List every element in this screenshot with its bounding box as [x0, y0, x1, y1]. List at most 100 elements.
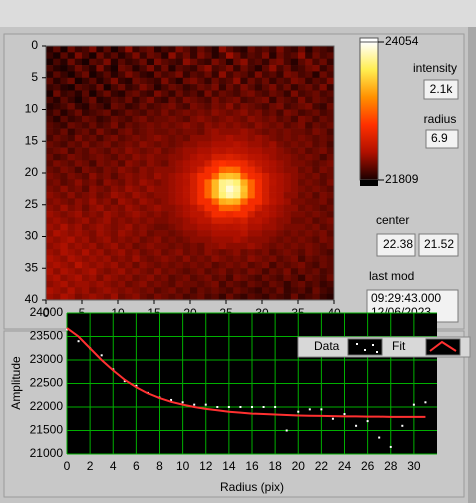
heatmap-cell [290, 192, 299, 199]
heatmap-cell [118, 52, 126, 59]
heatmap-cell [319, 173, 328, 180]
heatmap-cell [319, 268, 328, 275]
heatmap-cell [82, 230, 90, 237]
heatmap-cell [132, 115, 140, 123]
heatmap-cell [305, 115, 313, 123]
heatmap-cell [211, 46, 220, 53]
heatmap-cell [67, 90, 76, 98]
heatmap-cell [139, 255, 148, 263]
legend-dot [376, 351, 378, 353]
heatmap-cell [290, 223, 299, 231]
heatmap-cell [132, 280, 140, 288]
heatmap-cell [319, 255, 328, 263]
heatmap-cell [247, 230, 256, 237]
heatmap-cell [197, 71, 205, 79]
heatmap-cell [305, 71, 313, 79]
heatmap-cell [197, 223, 205, 231]
heatmap-cell [132, 77, 140, 85]
heatmap-cell [218, 192, 227, 199]
heatmap-cell [233, 71, 241, 79]
heatmap-cell [262, 173, 270, 180]
heatmap-cell [269, 115, 277, 123]
heatmap-cell [168, 84, 176, 91]
heatmap-cell [240, 65, 248, 72]
heatmap-cell [197, 134, 205, 142]
indicator-box [418, 233, 459, 257]
heatmap-cell [290, 211, 299, 218]
heatmap-cell [74, 274, 83, 282]
heatmap-cell [283, 198, 292, 206]
heatmap-cell [204, 211, 212, 218]
data-point [216, 406, 219, 408]
heatmap-cell [154, 287, 162, 294]
heatmap-cell [125, 173, 133, 180]
heatmap-cell [204, 58, 212, 66]
heatmap-cell [204, 160, 212, 167]
heatmap-cell [233, 122, 241, 129]
heatmap-cell [53, 77, 61, 85]
heatmap-cell [74, 255, 83, 263]
heatmap-cell [82, 153, 90, 161]
heatmap-cell [312, 115, 320, 123]
heatmap-cell [154, 147, 162, 155]
heatmap-cell [254, 185, 263, 193]
heatmap-cell [89, 268, 97, 275]
heatmap-cell [218, 90, 227, 98]
heatmap-cell [118, 179, 126, 186]
heatmap-cell [262, 153, 270, 161]
heatmap-cell [290, 217, 299, 225]
heatmap-cell [103, 52, 112, 59]
heatmap-cell [118, 255, 126, 263]
heatmap-cell [233, 103, 241, 110]
heatmap-cell [60, 217, 68, 225]
heatmap-cell [146, 71, 155, 79]
heatmap-cell [89, 179, 97, 186]
heatmap-cell [269, 166, 277, 174]
heatmap-cell [276, 90, 284, 98]
heatmap-cell [204, 242, 212, 250]
heatmap-cell [146, 147, 155, 155]
heatmap-cell [118, 122, 126, 129]
heatmap-cell [204, 77, 212, 85]
data-point [170, 398, 173, 401]
heatmap-cell [233, 173, 241, 180]
x-tick-label: 16 [245, 459, 259, 473]
heatmap-cell [161, 230, 169, 237]
heatmap-cell [319, 293, 328, 301]
heatmap-cell [60, 268, 68, 275]
heatmap-cell [53, 274, 61, 282]
heatmap-cell [197, 179, 205, 186]
heatmap-cell [326, 198, 335, 206]
heatmap-cell [204, 230, 212, 237]
heatmap-cell [247, 192, 256, 199]
indicator-box [425, 129, 459, 149]
heatmap-cell [312, 236, 320, 244]
heatmap-cell [326, 192, 335, 199]
heatmap-cell [218, 103, 227, 110]
heatmap-cell [103, 223, 112, 231]
heatmap-cell [240, 204, 248, 212]
heatmap-cell [269, 255, 277, 263]
heatmap-cell [269, 65, 277, 72]
heatmap-cell [82, 103, 90, 110]
heatmap-cell [218, 173, 227, 180]
heatmap-cell [146, 179, 155, 186]
heatmap-cell [110, 128, 119, 136]
heatmap-cell [233, 211, 241, 218]
heatmap-cell [154, 77, 162, 85]
heatmap-cell [53, 280, 61, 288]
heatmap-cell [226, 160, 234, 167]
heatmap-cell [103, 236, 112, 244]
heatmap-cell [269, 223, 277, 231]
heatmap-cell [190, 46, 198, 53]
heatmap-cell [168, 192, 176, 199]
heatmap-cell [46, 90, 54, 98]
heatmap-cell [168, 287, 176, 294]
heatmap-cell [89, 52, 97, 59]
heatmap-cell [190, 71, 198, 79]
heatmap-cell [60, 103, 68, 110]
heatmap-cell [218, 141, 227, 148]
x-tick-label: 0 [43, 306, 50, 320]
heatmap-cell [146, 255, 155, 263]
heatmap-cell [226, 198, 234, 206]
